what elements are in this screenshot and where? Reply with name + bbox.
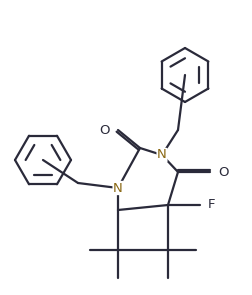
Text: N: N xyxy=(113,181,123,194)
Text: O: O xyxy=(218,165,229,178)
Text: F: F xyxy=(208,199,215,212)
Text: O: O xyxy=(100,124,110,137)
Text: N: N xyxy=(157,148,167,161)
